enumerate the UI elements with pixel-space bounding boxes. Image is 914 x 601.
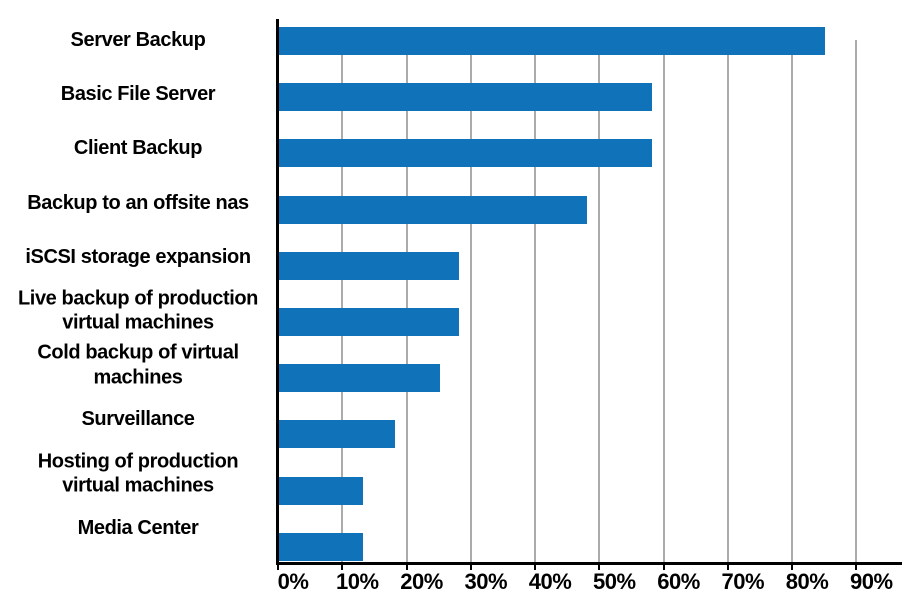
axis-tick (405, 565, 408, 570)
axis-tick (341, 565, 344, 570)
bar (279, 139, 652, 168)
bar (279, 195, 588, 224)
gridline (726, 40, 729, 563)
category-label: Cold backup of virtual machines (37, 341, 239, 389)
gridline (341, 40, 344, 563)
bar (279, 27, 826, 55)
axis-tick-label: 30% (464, 569, 508, 594)
axis-tick-label: 70% (721, 569, 765, 594)
axis-tick (534, 565, 537, 570)
bar (279, 532, 363, 561)
axis-tick (726, 565, 729, 570)
gridline (662, 40, 665, 563)
category-label: Hosting of production virtual machines (37, 450, 239, 497)
bar (279, 364, 440, 393)
axis-tick-label: 0% (277, 569, 309, 594)
category-label: Basic File Server (60, 82, 216, 105)
category-label: Surveillance (81, 408, 195, 431)
category-label: Client Backup (73, 137, 203, 160)
axis-tick-label: 10% (335, 569, 379, 594)
bar (279, 476, 363, 505)
gridline (855, 40, 858, 563)
axis-tick (791, 565, 794, 570)
y-axis-line (276, 19, 279, 565)
gridline (469, 40, 472, 563)
gridline (598, 40, 601, 563)
axis-tick-label: 80% (785, 569, 829, 594)
gridline (405, 40, 408, 563)
axis-tick (469, 565, 472, 570)
gridline (534, 40, 537, 563)
category-label: Server Backup (70, 28, 206, 51)
axis-tick (277, 565, 279, 570)
category-label: iSCSI storage expansion (25, 245, 251, 268)
axis-tick (662, 565, 665, 570)
axis-tick (855, 565, 858, 570)
axis-tick-label: 60% (657, 569, 700, 594)
bar (279, 83, 652, 112)
bar (279, 308, 459, 336)
category-label: Media Center (77, 516, 199, 539)
axis-tick-label: 40% (528, 569, 572, 594)
axis-tick-label: 50% (593, 569, 636, 594)
bar (279, 251, 459, 280)
category-label: Live backup of production virtual machin… (17, 287, 258, 334)
bar (279, 420, 395, 449)
gridline (791, 40, 794, 563)
category-label: Backup to an offsite nas (27, 191, 249, 214)
axis-tick-label: 90% (850, 569, 893, 594)
axis-tick (598, 565, 601, 570)
x-axis-line (276, 562, 902, 565)
axis-tick-label: 20% (400, 569, 443, 594)
